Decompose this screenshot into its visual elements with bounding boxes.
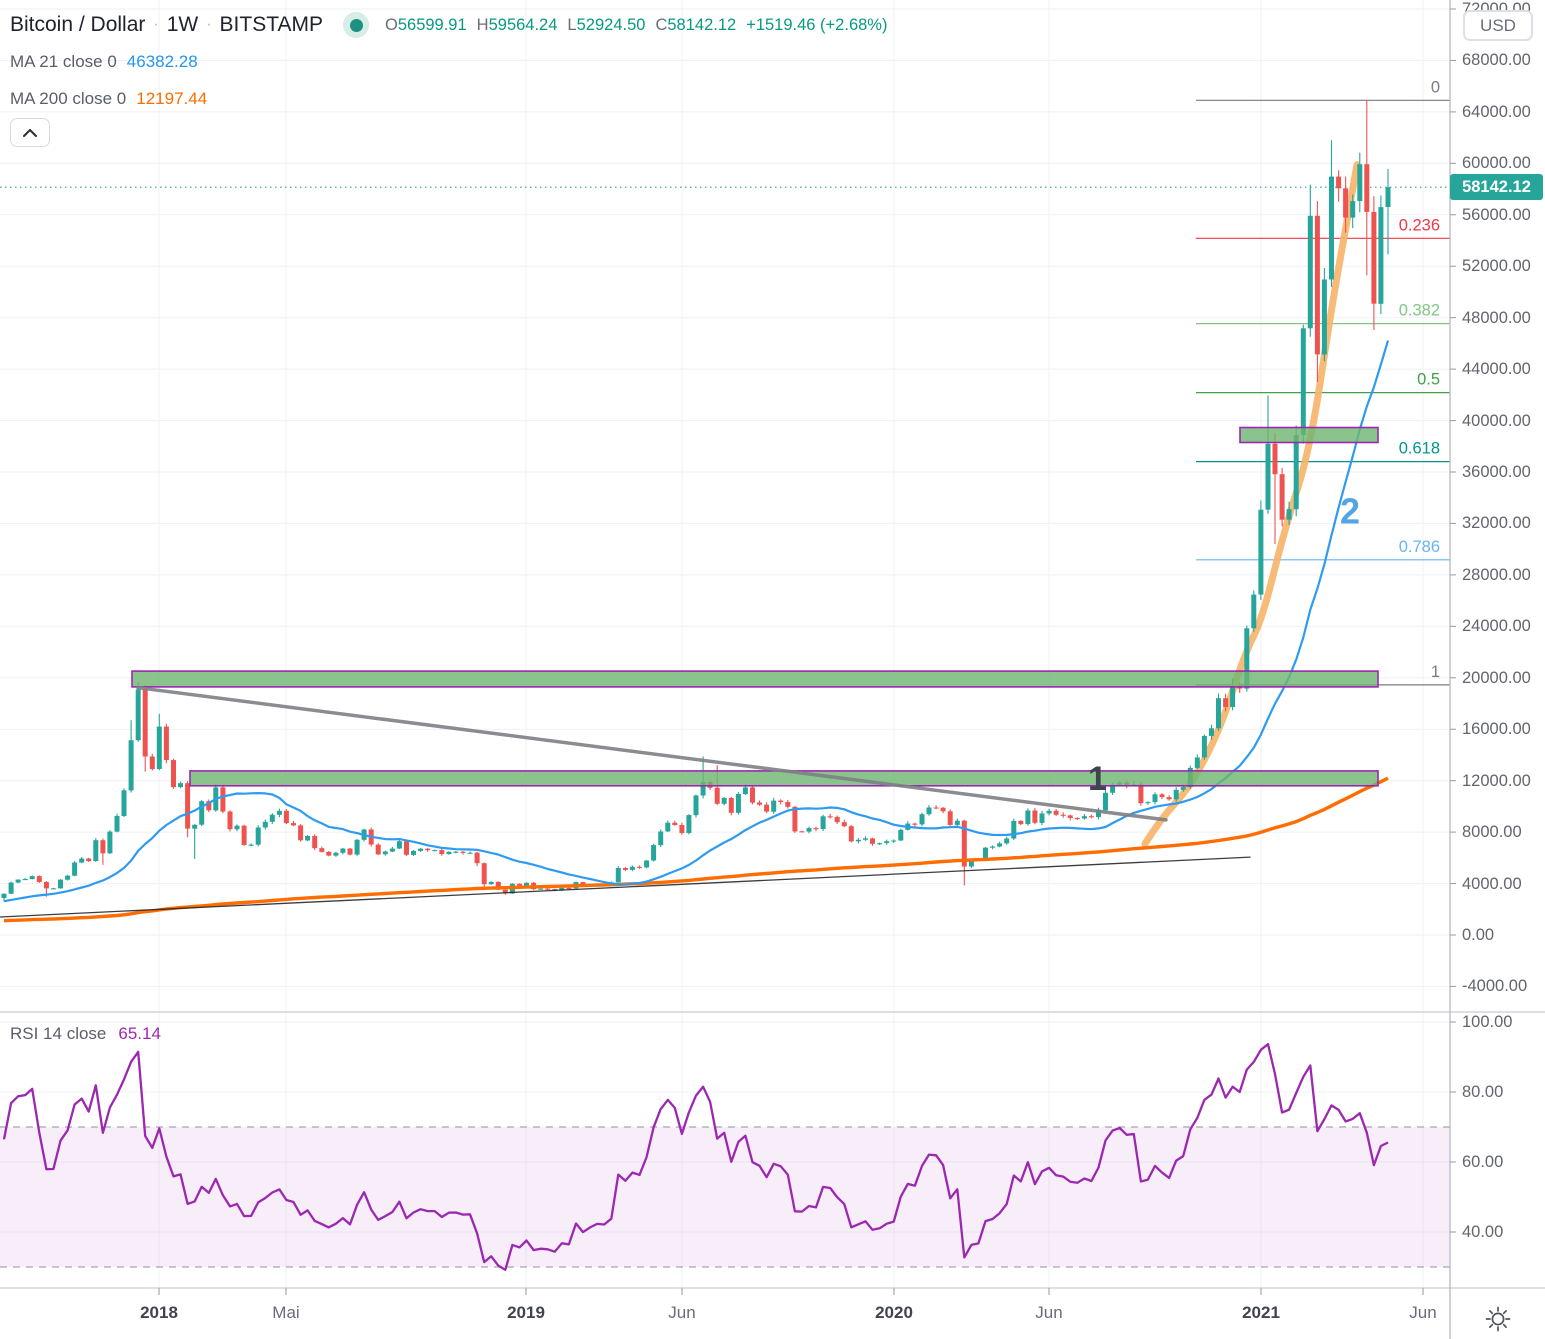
open-label: O (385, 15, 398, 34)
price-axis-label: 24000.00 (1462, 617, 1531, 636)
ma200-value: 12197.44 (136, 89, 208, 108)
change-value: +1519.46 (+2.68%) (746, 15, 888, 34)
exchange-label: BITSTAMP (219, 13, 323, 36)
time-axis-label: 2019 (507, 1303, 545, 1322)
wave-label-2: 2 (1340, 490, 1360, 531)
descending-trendline (136, 685, 1168, 822)
fib-labels: 0 0.236 0.382 0.5 0.618 0.786 1 (1399, 78, 1440, 681)
separator-dot: · (206, 16, 212, 33)
rsi-value: 65.14 (118, 1024, 161, 1043)
svg-text:0.5: 0.5 (1417, 371, 1440, 389)
price-axis-label: 8000.00 (1462, 823, 1522, 842)
supply-zone-12k (189, 770, 1379, 787)
svg-text:0.236: 0.236 (1399, 216, 1440, 234)
chevron-up-icon (23, 128, 37, 137)
supply-zone-20k (131, 670, 1379, 688)
collapse-legend-button[interactable] (10, 118, 50, 147)
time-axis-label: 2018 (140, 1303, 178, 1322)
ma21-label: MA 21 close 0 (10, 52, 117, 71)
svg-text:0.618: 0.618 (1399, 440, 1440, 458)
price-axis[interactable]: USD 58142.12 -4000.00 0.00 4000.00 8000.00 1… (1450, 0, 1545, 1288)
zones (131, 426, 1379, 787)
ma200-legend-row[interactable]: MA 200 close 0 12197.44 (10, 89, 207, 109)
pane-settings-icon[interactable] (1483, 1304, 1513, 1334)
time-axis-label: 2021 (1242, 1303, 1280, 1322)
price-axis-label: 56000.00 (1462, 205, 1531, 224)
symbol-title[interactable]: Bitcoin / Dollar (10, 13, 146, 36)
rsi-axis-label: 80.00 (1462, 1083, 1504, 1101)
price-axis-label: 40000.00 (1462, 411, 1531, 430)
rsi-axis-label: 60.00 (1462, 1153, 1504, 1171)
candles (1, 100, 1391, 902)
market-status-icon[interactable] (343, 12, 369, 38)
ascending-trendline (0, 856, 1251, 918)
rsi-axis-label: 40.00 (1462, 1223, 1504, 1241)
price-axis-label: 4000.00 (1462, 874, 1522, 893)
high-label: H (476, 15, 489, 34)
ma200-label: MA 200 close 0 (10, 89, 127, 108)
close-value: 58142.12 (667, 15, 737, 34)
rsi-label: RSI 14 close (10, 1024, 107, 1043)
open-value: 56599.91 (397, 15, 467, 34)
supply-zone-39k (1239, 426, 1379, 444)
price-axis-label: 48000.00 (1462, 308, 1531, 327)
price-axis-label: 36000.00 (1462, 463, 1531, 481)
ma200-line (3, 776, 1389, 923)
time-axis-label: Jun (668, 1303, 696, 1322)
rsi-legend[interactable]: RSI 14 close 65.14 (10, 1024, 161, 1044)
axis-ticks (158, 8, 1456, 1295)
high-value: 59564.24 (488, 15, 558, 34)
fib-retracement (1196, 99, 1450, 686)
price-axis-label: 20000.00 (1462, 668, 1531, 687)
price-axis-label: 52000.00 (1462, 257, 1531, 276)
ohlc-values: O 56599.91 H 59564.24 L 52924.50 C 58142.12 … (385, 16, 887, 35)
low-label: L (567, 15, 577, 34)
svg-text:0.382: 0.382 (1399, 302, 1440, 320)
price-axis-label: 64000.00 (1462, 102, 1531, 121)
interval-label[interactable]: 1W (166, 13, 199, 36)
close-label: C (655, 15, 668, 34)
time-axis-label: 2020 (875, 1303, 913, 1322)
svg-text:1: 1 (1431, 663, 1440, 681)
ma21-value: 46382.28 (126, 52, 198, 71)
price-axis-label: 44000.00 (1462, 360, 1531, 379)
price-axis-label: 12000.00 (1462, 771, 1531, 790)
wave-label-1: 1 (1088, 760, 1107, 798)
svg-text:0.786: 0.786 (1399, 538, 1440, 556)
price-axis-label: 28000.00 (1462, 565, 1531, 584)
time-axis-label: Jun (1035, 1303, 1063, 1322)
separator-dot: · (153, 16, 159, 33)
price-axis-label: 68000.00 (1462, 51, 1531, 70)
time-axis-label: Jun (1409, 1303, 1437, 1322)
time-axis[interactable]: 2018 Mai 2019 Jun 2020 Jun 2021 Jun (0, 1288, 1545, 1339)
currency-toggle-button[interactable]: USD (1463, 10, 1533, 41)
ma21-legend-row[interactable]: MA 21 close 0 46382.28 (10, 52, 198, 72)
price-axis-label: -4000.00 (1462, 977, 1528, 996)
sun-icon (1485, 1306, 1511, 1332)
rsi-line (2, 1042, 1389, 1271)
time-axis-label: Mai (272, 1303, 300, 1322)
current-price-tag: 58142.12 (1450, 174, 1543, 201)
price-axis-label: 32000.00 (1462, 514, 1531, 533)
grid (0, 0, 1450, 1288)
ma21-line (3, 340, 1390, 903)
price-axis-label: 0.00 (1462, 926, 1495, 944)
price-axis-label: 16000.00 (1462, 720, 1531, 739)
rsi-axis-label: 100.00 (1462, 1013, 1513, 1031)
low-value: 52924.50 (576, 15, 646, 34)
svg-text:0: 0 (1431, 78, 1440, 96)
price-axis-label: 60000.00 (1462, 154, 1531, 173)
symbol-row: Bitcoin / Dollar · 1W · BITSTAMP O 56599.… (10, 12, 887, 38)
rsi-band (0, 1127, 1450, 1267)
